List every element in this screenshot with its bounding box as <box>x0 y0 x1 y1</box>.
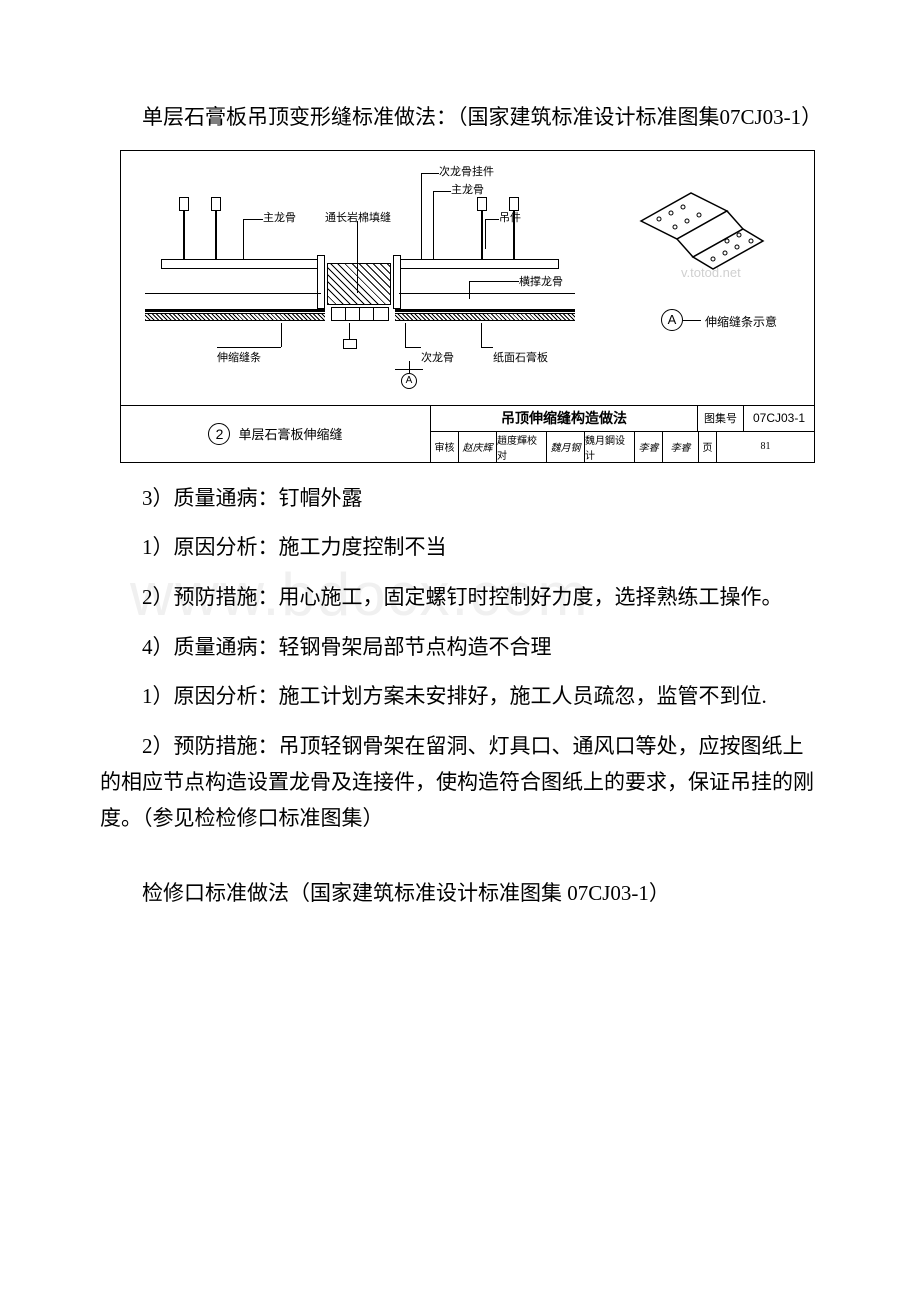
figure-signature-row: 审核 赵庆辉 趙度輝校对 魏月钢 魏月鋼设计 李睿 李睿 页 81 <box>431 432 814 462</box>
sig-reviewer-name: 赵庆辉 <box>459 432 497 462</box>
label-gypsum-board: 纸面石膏板 <box>493 349 548 365</box>
figure-caption-left: 2 单层石膏板伸缩缝 <box>121 406 431 462</box>
figure-code-value: 07CJ03-1 <box>744 406 814 431</box>
label-main-keel-left: 主龙骨 <box>263 209 296 225</box>
figure-number-badge: 2 <box>208 423 230 445</box>
figure-watermark-url: v.totod.net <box>681 265 741 280</box>
sig-proof-name: 魏月钢 <box>547 432 585 462</box>
sig-design-name: 李睿 <box>635 432 663 462</box>
detail-caption: 伸缩缝条示意 <box>705 313 777 330</box>
detail-marker-a-bottom: A <box>401 373 417 389</box>
label-joint-strip: 伸缩缝条 <box>217 349 261 365</box>
label-main-keel-right: 主龙骨 <box>451 181 484 197</box>
sig-design-label: 魏月鋼设计 <box>585 432 635 462</box>
document-content: 单层石膏板吊顶变形缝标准做法：（国家建筑标准设计标准图集07CJ03-1） 次龙… <box>100 100 820 912</box>
para-prevent-2: 2）预防措施：用心施工，固定螺钉时控制好力度，选择熟练工操作。 <box>100 580 820 616</box>
para-cause-4: 1）原因分析：施工计划方案未安排好，施工人员疏忽，监管不到位. <box>100 679 820 715</box>
label-hanger: 吊件 <box>499 209 521 225</box>
label-secondary-keel: 次龙骨 <box>421 349 454 365</box>
figure-title: 吊顶伸缩缝构造做法 <box>431 406 698 431</box>
sig-page-number: 81 <box>717 432 814 462</box>
para-cause-1: 1）原因分析：施工力度控制不当 <box>100 530 820 566</box>
para-prevent-4: 2）预防措施：吊顶轻钢骨架在留洞、灯具口、通风口等处，应按图纸上的相应节点构造设… <box>100 729 820 836</box>
figure-caption-text: 单层石膏板伸缩缝 <box>238 424 342 443</box>
intro-paragraph: 单层石膏板吊顶变形缝标准做法：（国家建筑标准设计标准图集07CJ03-1） <box>100 100 820 136</box>
sig-reviewer-label: 审核 <box>431 432 459 462</box>
sig-proof-label: 趙度輝校对 <box>497 432 547 462</box>
sig-page-label: 页 <box>699 432 717 462</box>
para-inspection-opening: 检修口标准做法（国家建筑标准设计标准图集 07CJ03-1） <box>100 876 820 912</box>
figure-expansion-joint: 次龙骨挂件 主龙骨 主龙骨 通长岩棉填缝 吊件 <box>120 150 815 463</box>
figure-diagram-area: 次龙骨挂件 主龙骨 主龙骨 通长岩棉填缝 吊件 <box>121 151 814 406</box>
label-rockwool: 通长岩棉填缝 <box>325 209 391 225</box>
label-cross-brace: 横撑龙骨 <box>519 273 563 289</box>
sig-design-sign: 李睿 <box>663 432 699 462</box>
detail-marker-a-right: A <box>661 309 683 331</box>
para-defect-4: 4）质量通病：轻钢骨架局部节点构造不合理 <box>100 630 820 666</box>
figure-code-label: 图集号 <box>698 406 744 431</box>
figure-title-block: 2 单层石膏板伸缩缝 吊顶伸缩缝构造做法 图集号 07CJ03-1 审核 赵庆辉… <box>121 406 814 462</box>
para-defect-3: 3）质量通病：钉帽外露 <box>100 481 820 517</box>
label-secondary-keel-hanger: 次龙骨挂件 <box>439 163 494 179</box>
